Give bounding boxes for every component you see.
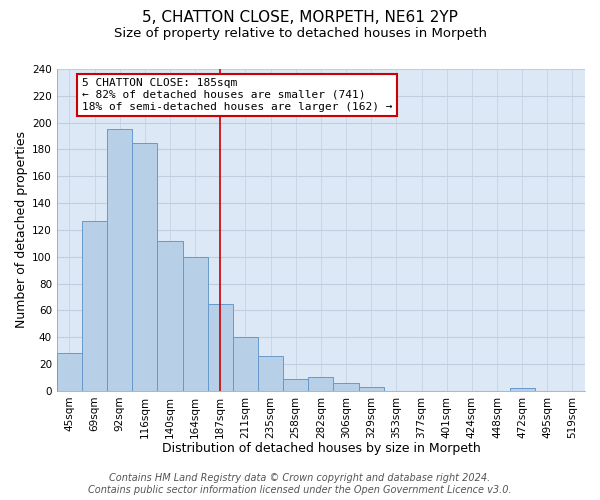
Bar: [208, 304, 233, 391]
Bar: [233, 337, 258, 391]
Y-axis label: Number of detached properties: Number of detached properties: [15, 132, 28, 328]
Bar: [132, 143, 157, 391]
Bar: [308, 378, 334, 391]
Bar: [82, 220, 107, 391]
X-axis label: Distribution of detached houses by size in Morpeth: Distribution of detached houses by size …: [161, 442, 480, 455]
Bar: [359, 387, 384, 391]
Text: Contains HM Land Registry data © Crown copyright and database right 2024.
Contai: Contains HM Land Registry data © Crown c…: [88, 474, 512, 495]
Bar: [334, 383, 359, 391]
Text: 5, CHATTON CLOSE, MORPETH, NE61 2YP: 5, CHATTON CLOSE, MORPETH, NE61 2YP: [142, 10, 458, 25]
Bar: [258, 356, 283, 391]
Bar: [182, 256, 208, 391]
Bar: [157, 240, 182, 391]
Bar: [283, 379, 308, 391]
Bar: [509, 388, 535, 391]
Text: Size of property relative to detached houses in Morpeth: Size of property relative to detached ho…: [113, 28, 487, 40]
Text: 5 CHATTON CLOSE: 185sqm
← 82% of detached houses are smaller (741)
18% of semi-d: 5 CHATTON CLOSE: 185sqm ← 82% of detache…: [82, 78, 392, 112]
Bar: [57, 354, 82, 391]
Bar: [107, 130, 132, 391]
